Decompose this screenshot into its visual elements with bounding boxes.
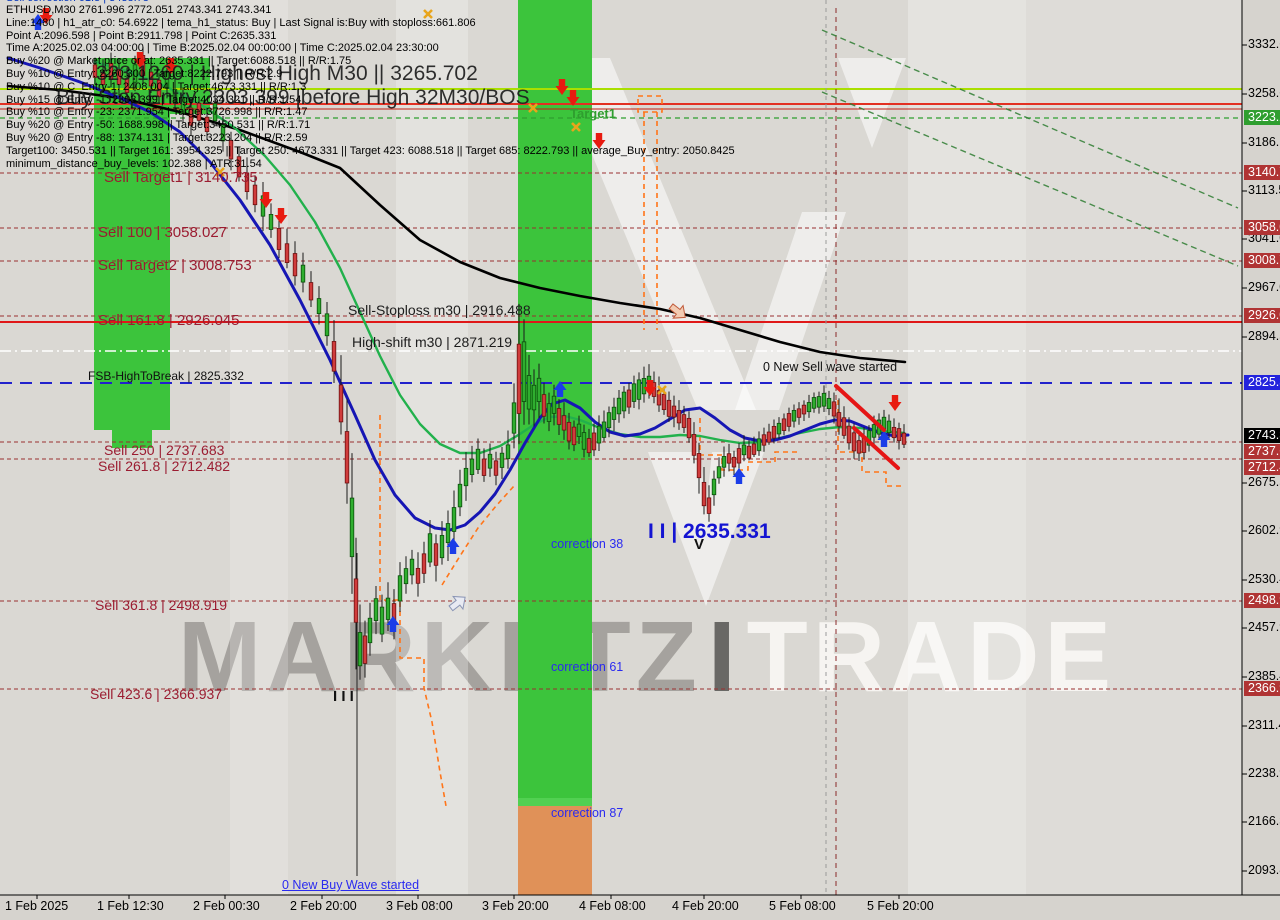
buy-arrow-icon: [877, 431, 891, 447]
sell-arrow-icon: [39, 8, 53, 24]
chart-frame: [0, 0, 1280, 899]
sell-arrow-icon: [555, 79, 569, 95]
watermark-brand-right: TRADE: [746, 601, 1117, 713]
zone-band: [518, 806, 592, 895]
watermark-brand-left: MARKETZ: [178, 601, 702, 713]
buy-arrow-icon: [386, 616, 400, 632]
watermark: MARKETZITRADE: [178, 600, 1116, 715]
zone-band: [518, 798, 592, 808]
sell-arrow-icon: [259, 192, 273, 208]
zone-band: [94, 58, 170, 430]
sell-arrow-icon: [592, 133, 606, 149]
buy-arrow-icon: [446, 538, 460, 554]
sell-arrow-icon: [133, 52, 147, 68]
buy-arrow-icon: [31, 14, 45, 30]
buy-arrow-icon: [732, 468, 746, 484]
hollow-down-arrow-icon: [668, 303, 686, 319]
signal-arrows: [31, 8, 902, 632]
bg-stripes: [230, 0, 1242, 895]
buy-arrow-icon: [553, 381, 567, 397]
hollow-up-arrow-icon: [448, 595, 466, 612]
trend-channel-dashed: [821, 29, 1239, 267]
break-trendlines: [834, 384, 900, 470]
sell-arrow-icon: [274, 208, 288, 224]
sell-arrow-icon: [888, 395, 902, 411]
sell-arrow-icon: [566, 90, 580, 106]
signal-zones: [94, 0, 592, 895]
zone-band: [112, 430, 152, 448]
sell-arrow-icon: [643, 380, 657, 396]
sell-arrow-icon: [164, 58, 178, 74]
watermark-separator: I: [707, 601, 741, 713]
